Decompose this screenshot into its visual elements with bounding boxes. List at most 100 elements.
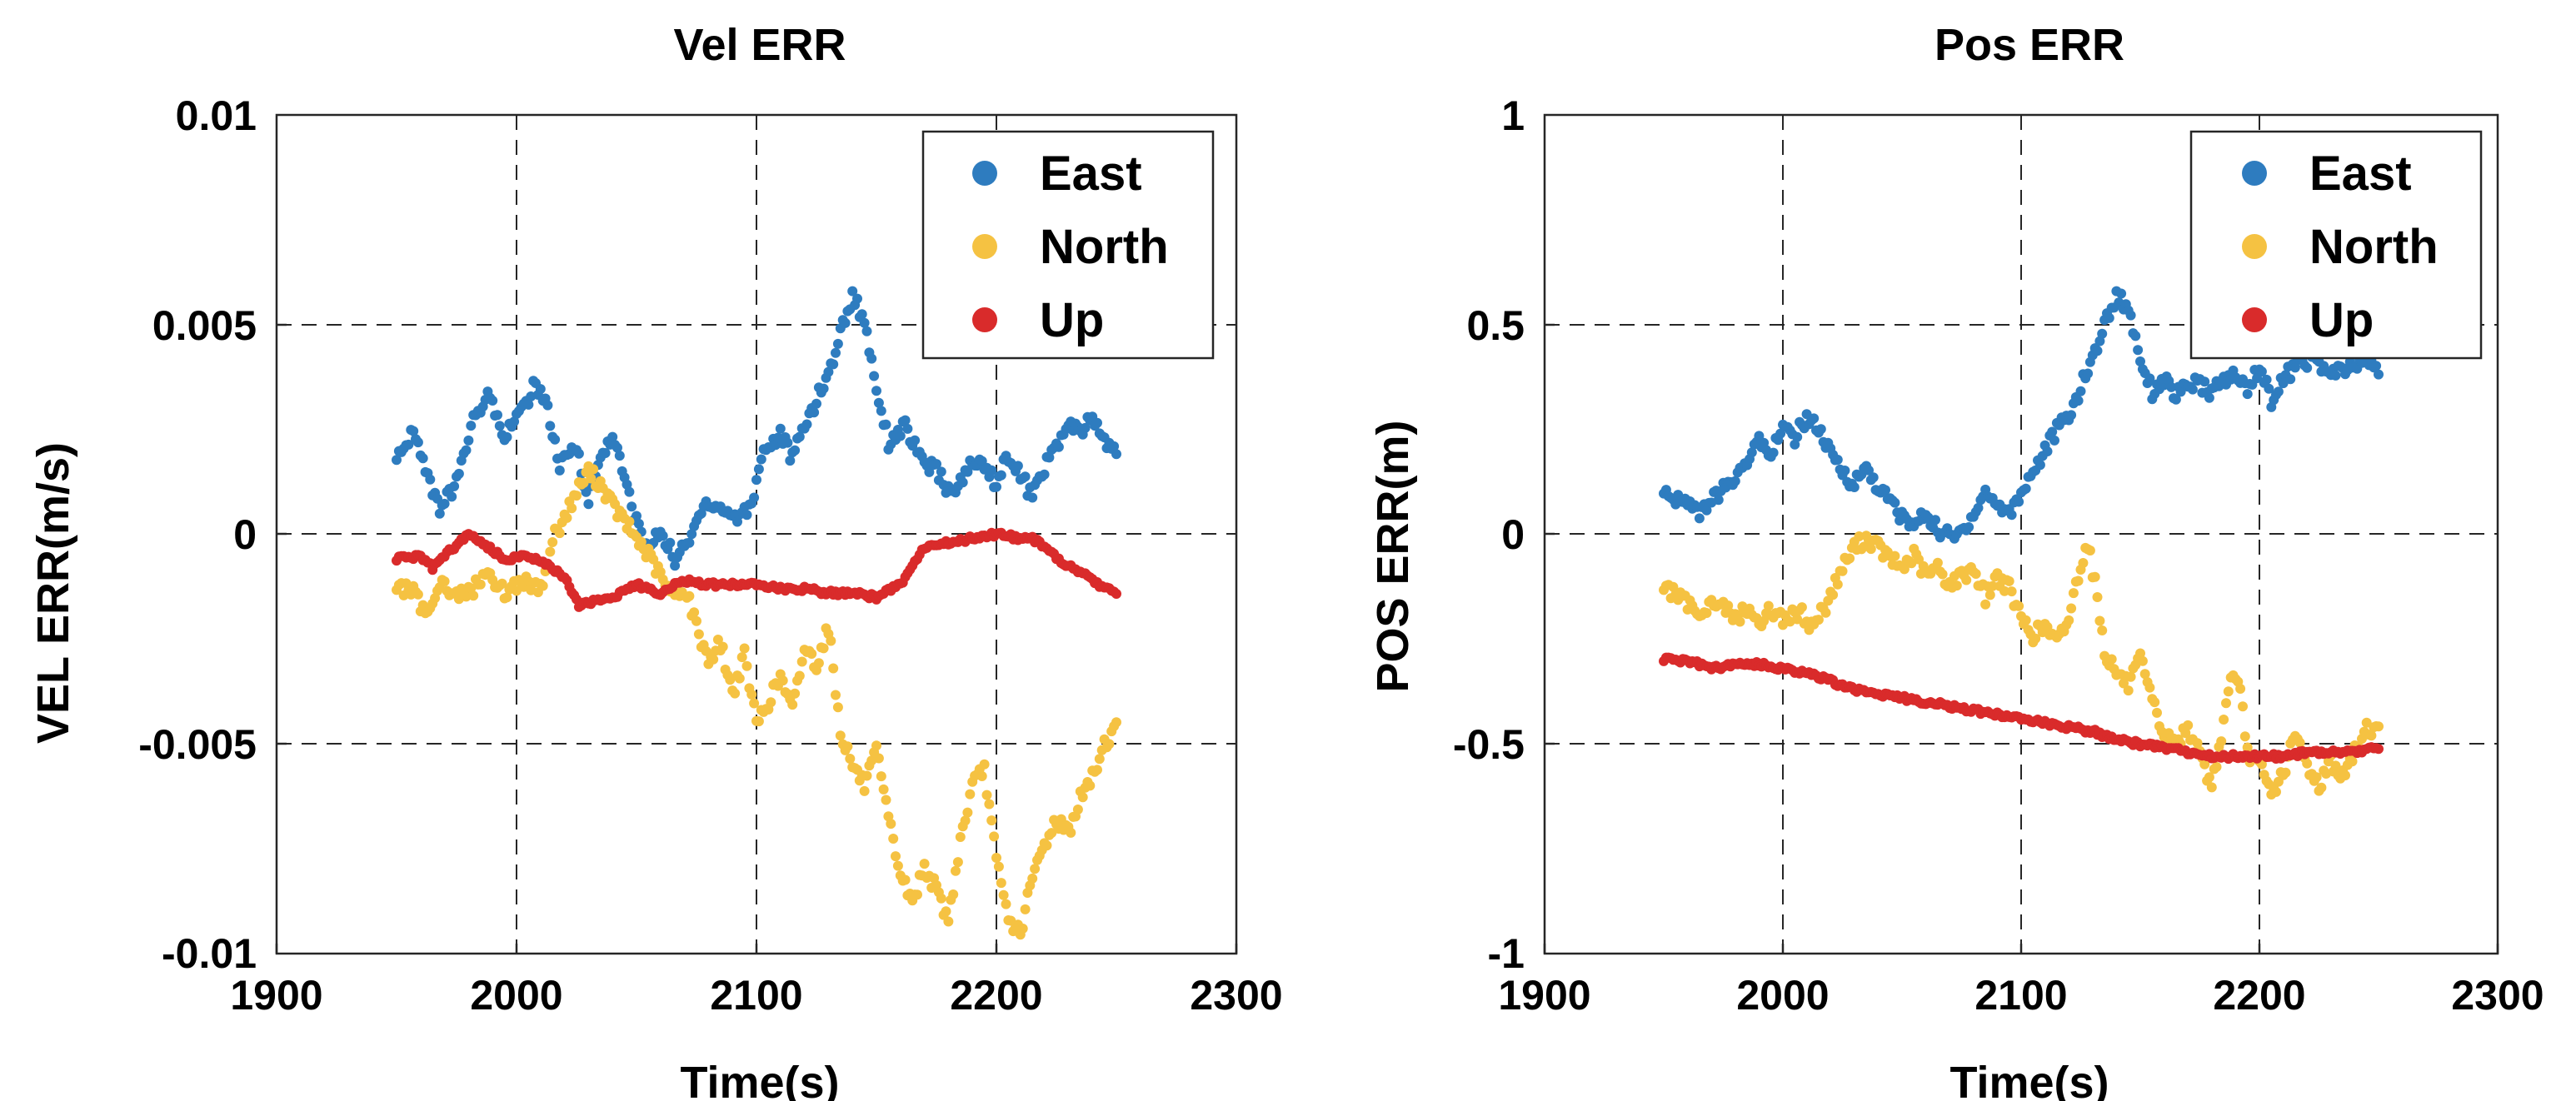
vel-north-point — [952, 857, 963, 868]
vel-north-point — [468, 590, 479, 601]
vel-north-point — [412, 589, 423, 600]
pos-east-point — [2066, 410, 2077, 421]
vel-east-point — [856, 309, 867, 320]
pos-east-point — [1832, 455, 1843, 465]
pos-up-point — [2374, 744, 2384, 755]
vel-east-point — [794, 431, 805, 442]
vel-north-point — [725, 675, 736, 685]
pos-east-point — [1864, 465, 1874, 476]
pos-east-point — [2083, 368, 2094, 379]
pos-east-point — [2104, 312, 2114, 323]
vel-north-point — [845, 754, 856, 764]
vel-err-title: Vel ERR — [673, 20, 846, 70]
pos-north-point — [2137, 655, 2148, 666]
vel-north-point — [717, 641, 728, 652]
vel-err-panel: Vel ERR VEL ERR(m/s) Time(s) — [28, 20, 1283, 1101]
pos-north-point — [1832, 579, 1843, 590]
vel-err-points — [392, 286, 1121, 940]
pos-legend-east-label: East — [2309, 147, 2412, 201]
pos-east-point — [2242, 389, 2253, 400]
vel-east-point — [434, 508, 445, 519]
vel-east-point — [403, 439, 414, 450]
vel-ytick-label-0.005: 0.005 — [152, 302, 257, 349]
pos-xtick-label-2200: 2200 — [2213, 972, 2305, 1019]
vel-north-point — [878, 784, 889, 795]
vel-north-point — [828, 663, 839, 674]
vel-series-up — [392, 527, 1121, 612]
vel-east-point — [753, 464, 764, 475]
vel-east-point — [447, 491, 457, 502]
vel-north-point — [1085, 780, 1096, 791]
vel-east-point — [831, 347, 841, 358]
vel-east-point — [873, 397, 884, 408]
pos-north-point — [2152, 707, 2162, 718]
vel-east-point — [832, 338, 843, 349]
pos-east-point — [2371, 361, 2382, 371]
vel-east-point — [900, 415, 911, 426]
pos-east-point — [2170, 394, 2181, 405]
vel-series-north — [392, 461, 1121, 940]
pos-east-point — [1840, 466, 1850, 476]
pos-north-point — [2180, 728, 2191, 739]
vel-north-point — [960, 815, 971, 826]
pos-north-point — [1759, 615, 1770, 626]
vel-east-point — [1080, 422, 1091, 433]
pos-east-point — [1694, 513, 1705, 524]
vel-east-point — [790, 445, 801, 456]
vel-legend-box — [921, 130, 1215, 360]
pos-legend-up-label: Up — [2309, 293, 2374, 347]
pos-east-point — [2144, 373, 2155, 384]
vel-east-point — [902, 423, 913, 434]
vel-east-point — [866, 353, 877, 364]
pos-north-point — [2223, 686, 2234, 697]
pos-north-point — [2030, 633, 2041, 644]
vel-north-point — [730, 688, 741, 699]
vel-east-point — [756, 454, 766, 465]
vel-east-point — [881, 419, 891, 430]
pos-legend-north-label: North — [2309, 220, 2439, 274]
vel-north-point — [787, 700, 798, 710]
pos-east-point — [1809, 413, 1820, 424]
vel-err-tick-marks — [275, 323, 1238, 954]
vel-east-point — [670, 560, 681, 571]
vel-north-point — [861, 770, 872, 781]
pos-north-point — [2068, 588, 2079, 599]
vel-north-point — [951, 865, 961, 876]
pos-north-point — [2199, 759, 2210, 770]
vel-east-point — [535, 384, 546, 395]
vel-north-point — [943, 916, 954, 927]
pos-east-point — [2125, 310, 2136, 321]
pos-north-point — [1763, 600, 1774, 611]
vel-east-point — [545, 421, 556, 431]
vel-north-point — [502, 592, 512, 603]
pos-err-legend: East North Up — [2189, 130, 2483, 360]
pos-east-point — [2285, 374, 2296, 385]
pos-err-panel: Pos ERR POS ERR(m) Time(s) 1 0.5 0 -0.5 — [1368, 20, 2544, 1101]
vel-legend-east-marker — [972, 161, 997, 186]
pos-north-point — [2064, 615, 2074, 625]
vel-east-point — [809, 407, 820, 418]
vel-north-point — [965, 789, 976, 800]
vel-east-point — [633, 518, 644, 529]
vel-xtick-label-2000: 2000 — [470, 972, 562, 1019]
vel-east-point — [1027, 492, 1038, 503]
vel-legend-north-marker — [972, 234, 997, 259]
vel-north-point — [572, 491, 582, 501]
vel-east-point — [686, 529, 697, 540]
pos-east-point — [2204, 392, 2214, 403]
vel-north-point — [998, 889, 1009, 900]
vel-east-point — [1053, 441, 1064, 452]
vel-east-point — [852, 293, 862, 304]
vel-xtick-label-1900: 1900 — [230, 972, 322, 1019]
vel-east-point — [869, 371, 880, 381]
vel-north-point — [1072, 805, 1083, 815]
vel-east-point — [463, 435, 474, 446]
vel-ytick-label--0.005: -0.005 — [138, 721, 257, 768]
vel-east-point — [657, 531, 668, 541]
vel-north-point — [813, 658, 824, 669]
pos-east-point — [1868, 472, 1879, 483]
vel-east-point — [684, 537, 695, 548]
vel-ytick-label-0.01: 0.01 — [176, 92, 257, 139]
vel-north-point — [900, 874, 911, 885]
